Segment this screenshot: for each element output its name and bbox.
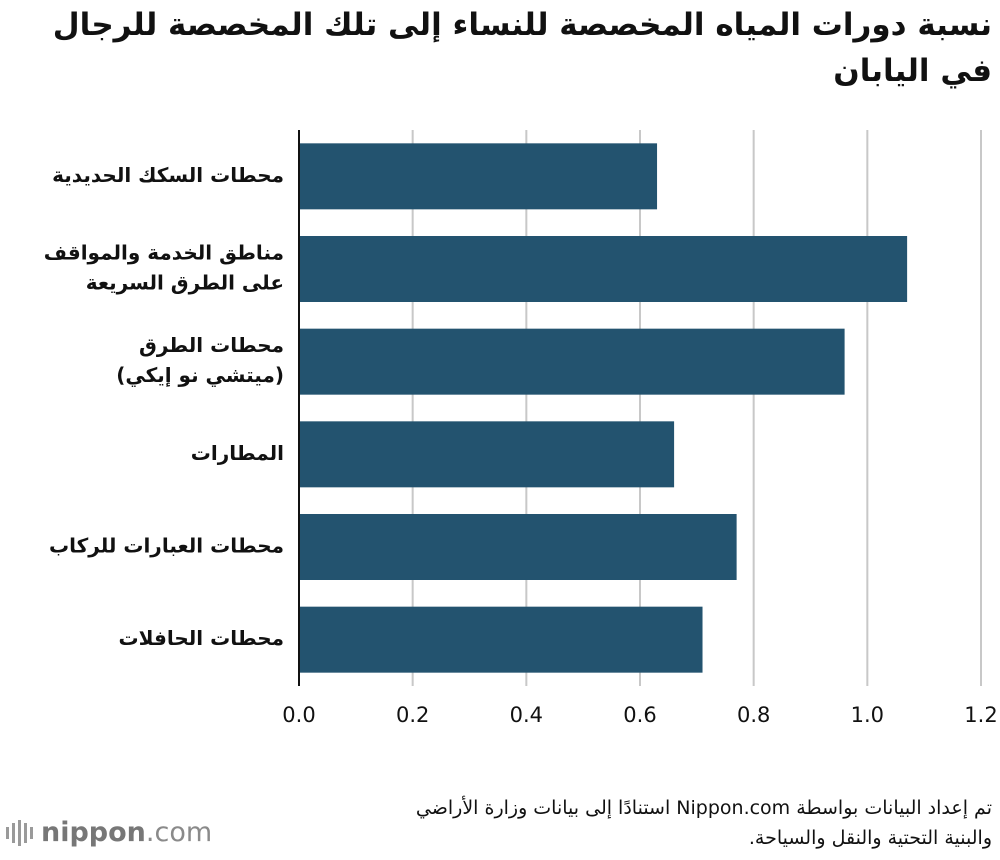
bar-3 xyxy=(299,328,845,395)
category-label-3-line-1: محطات الطرق xyxy=(139,333,284,357)
x-tick-label: 0.2 xyxy=(396,703,429,727)
chart-title: نسبة دورات المياه المخصصة للنساء إلى تلك… xyxy=(12,2,992,94)
chart-title-line-1: نسبة دورات المياه المخصصة للنساء إلى تلك… xyxy=(52,7,992,43)
logo-mark-icon xyxy=(6,819,33,846)
category-label-1-line-1: محطات السكك الحديدية xyxy=(52,163,284,187)
logo-wordmark: nippon.com xyxy=(41,817,212,848)
x-tick-label: 1.0 xyxy=(851,703,884,727)
chart-title-line-2: في اليابان xyxy=(833,53,992,89)
bar-2 xyxy=(299,236,908,302)
bar-1 xyxy=(299,143,658,210)
bar-5 xyxy=(299,514,737,580)
bar-chart: محطات السكك الحديدية مناطق الخدمة والمواق… xyxy=(44,130,998,727)
source-line-2: والبنية التحتية والنقل والسياحة. xyxy=(748,827,992,849)
category-label-5-line-1: محطات العبارات للركاب xyxy=(49,534,284,558)
category-label-3-line-2: (ميتشي نو إيكي) xyxy=(116,363,284,388)
x-tick-label: 0.6 xyxy=(623,703,656,727)
x-tick-label: 0.0 xyxy=(282,703,315,727)
source-line-1: تم إعداد البيانات بواسطة Nippon.com استن… xyxy=(415,797,992,819)
x-tick-label: 0.8 xyxy=(737,703,770,727)
x-tick-label: 0.4 xyxy=(510,703,543,727)
bar-6 xyxy=(299,606,703,673)
x-tick-label: 1.2 xyxy=(964,703,997,727)
source-note: تم إعداد البيانات بواسطة Nippon.com استن… xyxy=(232,793,992,853)
category-label-4-line-1: المطارات xyxy=(191,441,284,465)
bar-4 xyxy=(299,421,675,488)
nippon-logo: nippon.com xyxy=(6,817,212,848)
category-label-2-line-1: مناطق الخدمة والمواقف xyxy=(44,241,284,265)
logo-suffix: .com xyxy=(145,817,213,848)
category-label-2-line-2: على الطرق السريعة xyxy=(86,271,284,295)
logo-brand: nippon xyxy=(41,817,146,848)
category-label-6-line-1: محطات الحافلات xyxy=(118,626,284,650)
